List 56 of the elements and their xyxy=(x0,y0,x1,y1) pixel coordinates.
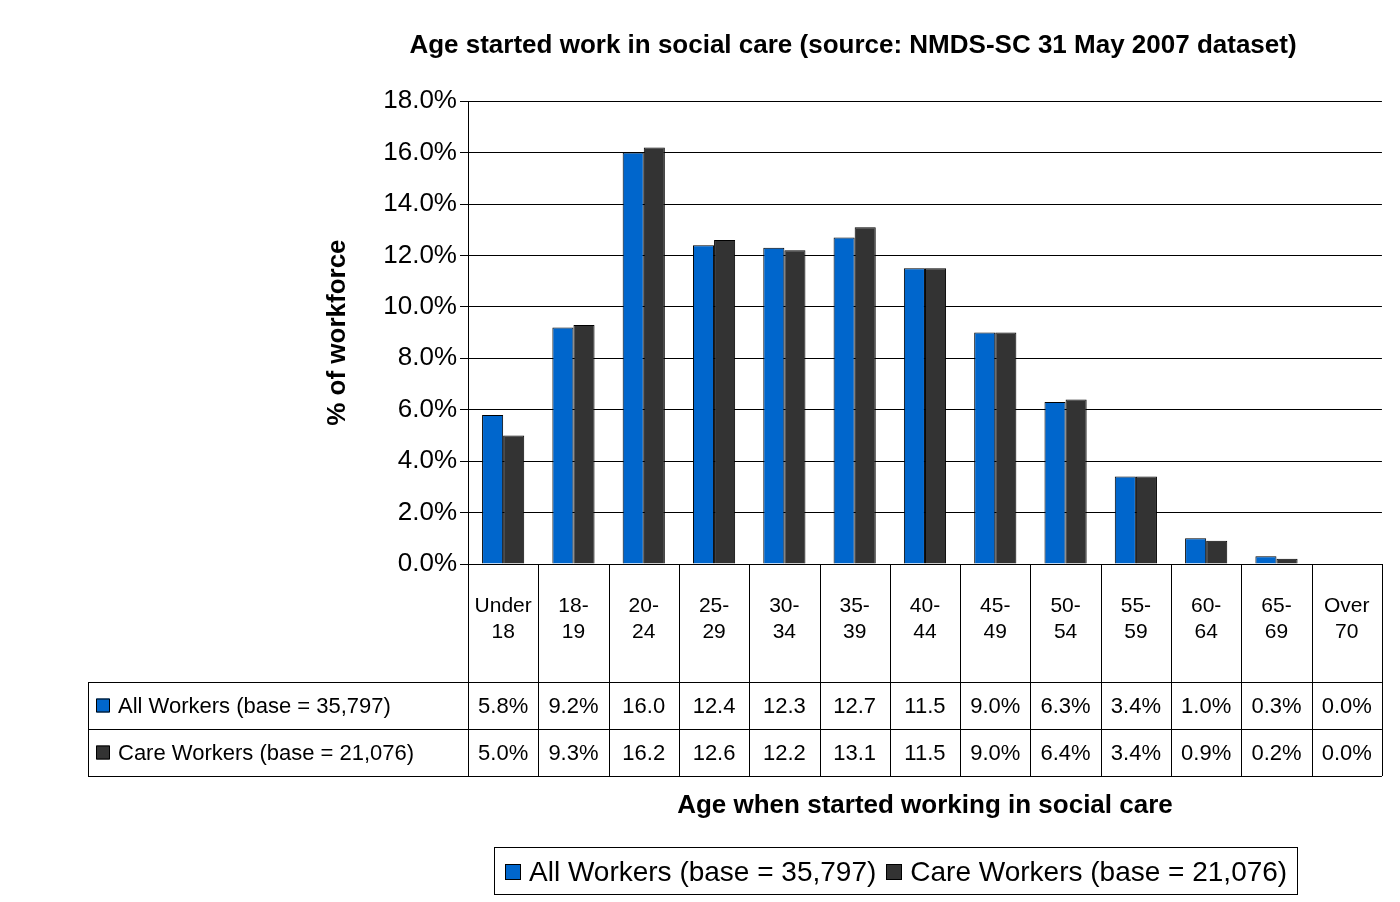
x-tick-label: 18-19 xyxy=(558,593,589,642)
data-label: 12.7 xyxy=(833,692,877,718)
data-label: 0.0% xyxy=(1321,739,1372,765)
data-label: 12.3 xyxy=(762,692,806,718)
x-tick-label: 25-29 xyxy=(698,593,730,642)
data-label: 12.6 xyxy=(692,739,736,765)
text: All Workers (base = 35,797) xyxy=(529,855,877,887)
y-tick-label: 12.0% xyxy=(383,238,457,269)
chart-title: Age started work in social care (source: NMDS-SC 31 May 2007 dataset) xyxy=(409,28,1297,59)
data-label: 12.2 xyxy=(762,739,806,765)
y-tick-label: 14.0% xyxy=(383,187,457,218)
data-label: 16.0 xyxy=(622,692,666,718)
data-label: 3.4% xyxy=(1110,692,1161,718)
data-label: 12.4 xyxy=(692,692,736,718)
x-tick-label: 20-24 xyxy=(628,593,659,642)
text: Age when started working in social care xyxy=(677,789,1173,820)
y-tick-label: 0.0% xyxy=(397,547,457,578)
y-tick-label: 16.0% xyxy=(383,135,457,166)
legend-label: Care Workers (base = 21,076) xyxy=(118,739,415,765)
data-label: 11.5 xyxy=(904,692,946,718)
y-axis-title: % of workforce xyxy=(320,239,351,426)
data-label: 16.2 xyxy=(622,739,666,765)
data-label: 6.4% xyxy=(1040,739,1091,765)
data-label: 6.3% xyxy=(1040,692,1091,718)
data-label: 9.3% xyxy=(548,739,599,765)
data-label: 0.9% xyxy=(1181,739,1232,765)
x-tick-label: 45-49 xyxy=(980,593,1011,642)
data-label: 0.2% xyxy=(1251,739,1302,765)
data-label: 9.2% xyxy=(548,692,599,718)
y-tick-label: 4.0% xyxy=(397,444,457,475)
x-tick-label: 35-39 xyxy=(839,593,870,642)
x-tick-label: 50-54 xyxy=(1050,593,1081,642)
text: Care Workers (base = 21,076) xyxy=(910,855,1288,887)
x-tick-label: Under 18 xyxy=(474,593,532,642)
y-tick-label: 8.0% xyxy=(397,341,457,372)
data-label: 5.8% xyxy=(478,692,529,718)
x-tick-label: 55-59 xyxy=(1120,593,1152,642)
data-label: 0.3% xyxy=(1251,692,1302,718)
y-tick-label: 2.0% xyxy=(397,495,457,526)
y-tick-label: 6.0% xyxy=(397,392,457,423)
data-label: 9.0% xyxy=(970,692,1021,718)
y-tick-label: 10.0% xyxy=(383,290,457,321)
y-tick-label: 18.0% xyxy=(383,84,457,115)
data-label: 13.1 xyxy=(833,739,877,765)
data-label: 9.0% xyxy=(970,739,1021,765)
data-label: 1.0% xyxy=(1181,692,1232,718)
x-tick-label: 30-34 xyxy=(769,593,800,642)
x-tick-label: 60-64 xyxy=(1191,593,1222,642)
data-label: 5.0% xyxy=(478,739,529,765)
data-label: 0.0% xyxy=(1321,692,1372,718)
legend-label: All Workers (base = 35,797) xyxy=(118,692,391,718)
x-tick-label: 40-44 xyxy=(909,593,941,642)
data-label: 3.4% xyxy=(1110,739,1161,765)
x-tick-label: 65-69 xyxy=(1261,593,1292,642)
x-tick-label: Over 70 xyxy=(1324,593,1370,642)
data-label: 11.5 xyxy=(904,739,946,765)
